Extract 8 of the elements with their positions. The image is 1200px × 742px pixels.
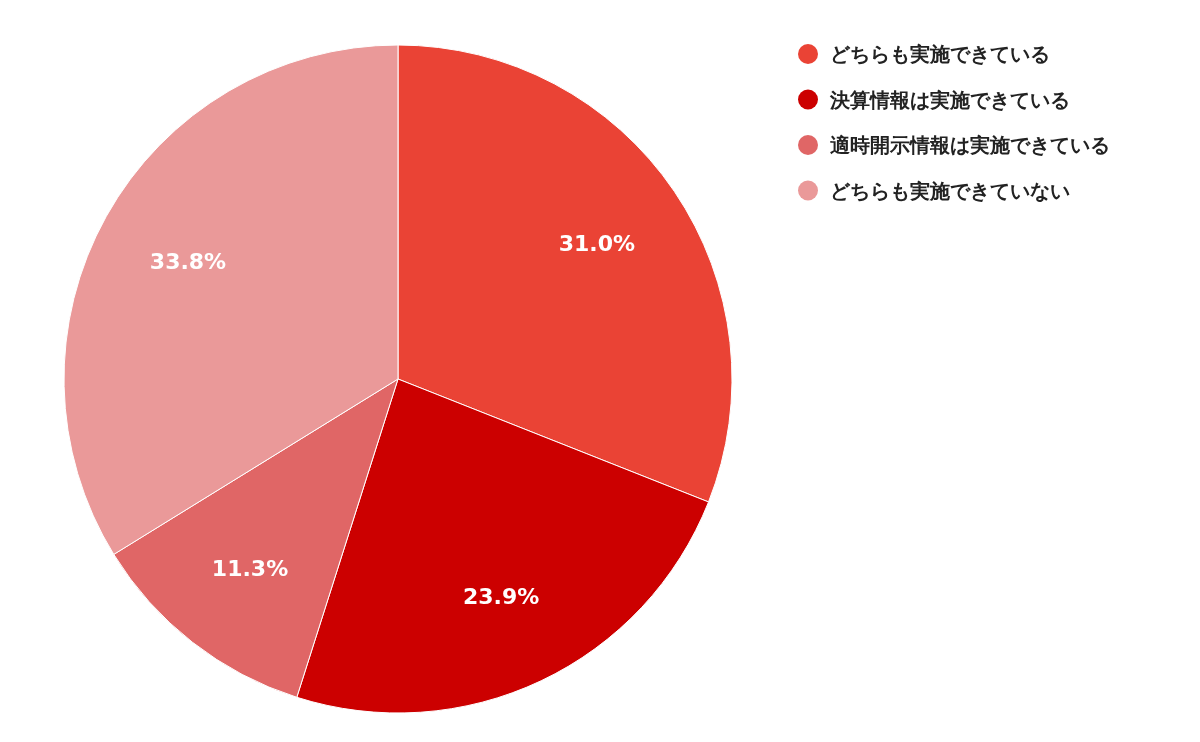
data-label: 33.8% [149, 249, 227, 275]
legend-label: 適時開示情報は実施できている [830, 133, 1110, 157]
legend-label: どちらも実施できている [830, 42, 1050, 66]
data-label: 31.0% [558, 231, 636, 257]
legend-label: どちらも実施できていない [830, 178, 1070, 203]
legend-label: 決算情報は実施できている [829, 87, 1070, 112]
data-label: 23.9% [462, 583, 540, 609]
data-label: 11.3% [211, 556, 289, 582]
